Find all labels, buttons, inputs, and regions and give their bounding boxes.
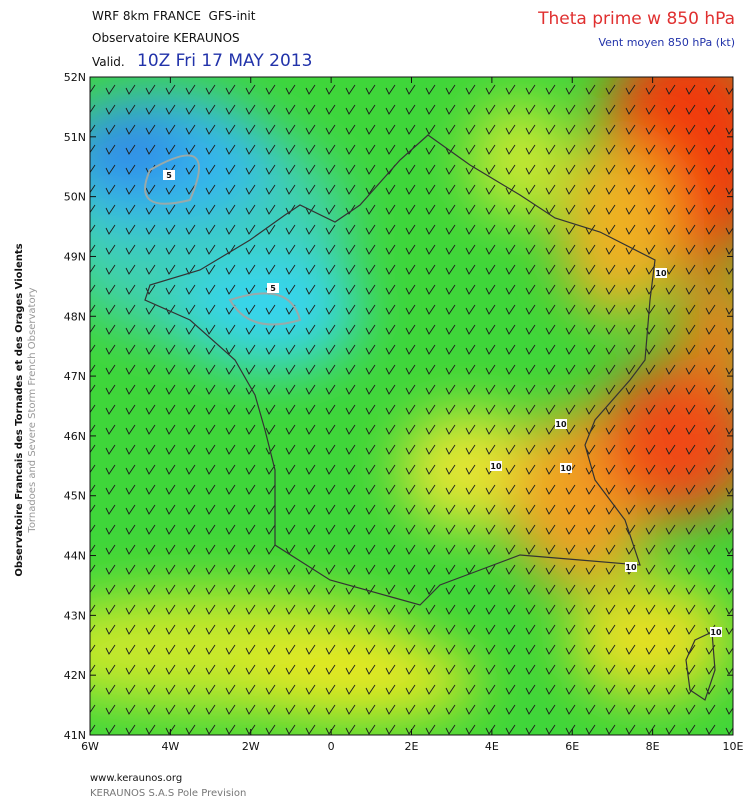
- model-label: WRF 8km FRANCE GFS-init: [92, 9, 256, 23]
- valid-label: Valid.: [92, 55, 125, 69]
- contour-label: 10: [490, 462, 502, 471]
- contour-label-bg: [710, 627, 722, 637]
- contour-label: 5: [166, 171, 172, 180]
- lon-label: 4W: [161, 740, 179, 753]
- contour-label-bg: [655, 268, 667, 278]
- lat-label: 43N: [64, 609, 86, 622]
- wind-subtitle: Vent moyen 850 hPa (kt): [598, 36, 735, 49]
- lon-label: 2E: [405, 740, 419, 753]
- contour-label: 5: [270, 284, 276, 293]
- theta-field: [90, 77, 733, 735]
- valid-time: 10Z Fri 17 MAY 2013: [137, 51, 312, 71]
- contour-label-bg: [163, 170, 175, 180]
- lat-label: 48N: [64, 310, 86, 323]
- lon-label: 4E: [485, 740, 499, 753]
- contour-label-bg: [625, 562, 637, 572]
- contour-label: 10: [625, 563, 637, 572]
- contour-label: 10: [560, 464, 572, 473]
- lat-label: 45N: [64, 490, 86, 503]
- lon-label: 0: [328, 740, 335, 753]
- field-title: Theta prime w 850 hPa: [537, 9, 735, 29]
- lat-label: 46N: [64, 430, 86, 443]
- contour-label-bg: [560, 463, 572, 473]
- lon-label: 6E: [565, 740, 579, 753]
- side-title: Observatoire Francais des Tornades et de…: [14, 243, 25, 576]
- side-subtitle: Tornadoes and Severe Storm French Observ…: [27, 287, 38, 533]
- lat-label: 51N: [64, 131, 86, 144]
- lat-label: 44N: [64, 550, 86, 563]
- footer-company: KERAUNOS S.A.S Pole Prevision: [90, 788, 246, 799]
- lat-label: 41N: [64, 729, 86, 742]
- contour-label-bg: [490, 461, 502, 471]
- lat-label: 52N: [64, 71, 86, 84]
- observatory-label: Observatoire KERAUNOS: [92, 31, 240, 45]
- contour-label-bg: [555, 419, 567, 429]
- lat-label: 42N: [64, 669, 86, 682]
- lat-label: 50N: [64, 191, 86, 204]
- contour-label: 10: [555, 420, 567, 429]
- lat-label: 47N: [64, 370, 86, 383]
- contour-label: 10: [655, 269, 667, 278]
- contour-label: 10: [710, 628, 722, 637]
- lon-label: 2W: [242, 740, 260, 753]
- lat-label: 49N: [64, 250, 86, 263]
- contour-label-bg: [267, 283, 279, 293]
- lon-label: 6W: [81, 740, 99, 753]
- lon-label: 10E: [723, 740, 744, 753]
- lon-label: 8E: [646, 740, 660, 753]
- footer-url: www.keraunos.org: [90, 773, 182, 784]
